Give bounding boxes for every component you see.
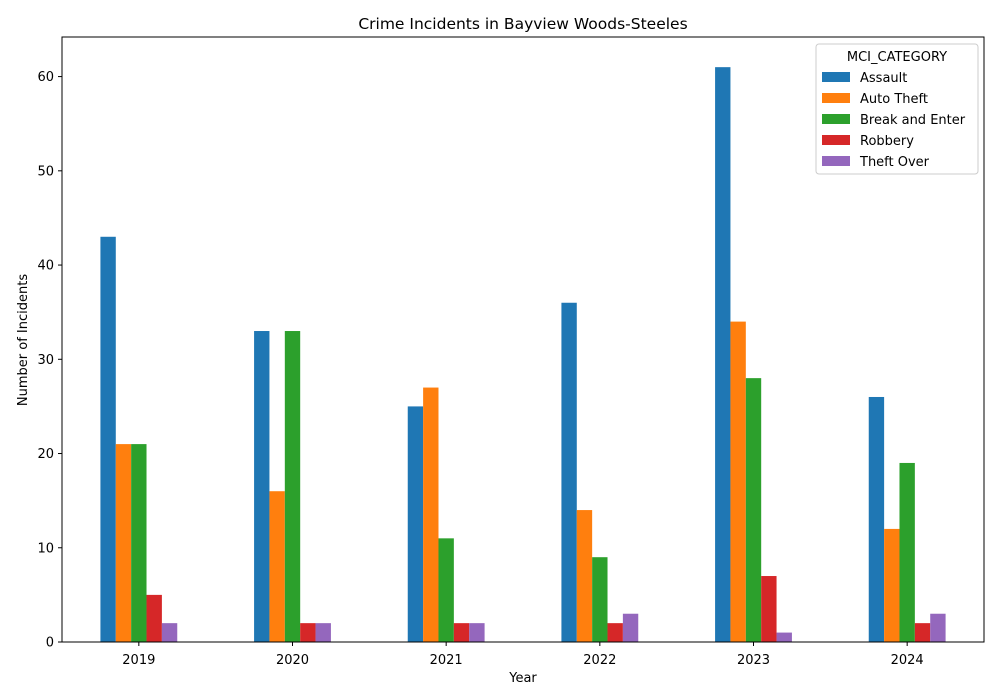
x-tick-label: 2020 (276, 653, 309, 668)
bar-theft-over-2019 (161, 623, 178, 642)
legend-box (815, 43, 979, 175)
bar-assault-2024 (868, 396, 885, 642)
legend-label: Assault (860, 71, 907, 86)
y-tick-label: 60 (37, 70, 54, 85)
legend-swatch-auto-theft (822, 93, 850, 103)
y-axis-label: Number of Incidents (16, 274, 31, 406)
bar-assault-2022 (561, 302, 577, 642)
bar-theft-over-2021 (469, 623, 485, 642)
y-tick-label: 30 (37, 353, 54, 368)
x-tick-label: 2019 (122, 653, 155, 668)
bar-robbery-2022 (607, 623, 623, 642)
x-tick-label: 2022 (583, 653, 616, 668)
legend-label: Break and Enter (860, 113, 966, 128)
bar-break-and-enter-2024 (899, 462, 915, 642)
bar-theft-over-2023 (776, 632, 792, 642)
y-tick-label: 50 (37, 164, 54, 179)
legend-swatch-theft-over (822, 156, 850, 166)
bar-assault-2021 (407, 406, 424, 642)
bar-auto-theft-2024 (884, 528, 900, 642)
bar-robbery-2020 (300, 623, 316, 642)
bar-robbery-2024 (914, 623, 931, 642)
y-ticks: 0 10 20 30 40 50 60 (37, 70, 62, 651)
x-tick-label: 2021 (430, 653, 463, 668)
legend-swatch-assault (822, 72, 850, 82)
bar-break-and-enter-2023 (745, 378, 762, 642)
bar-auto-theft-2021 (423, 387, 439, 642)
x-tick-label: 2024 (891, 653, 924, 668)
legend-label: Theft Over (859, 155, 930, 170)
y-tick-label: 20 (37, 447, 54, 462)
bar-assault-2019 (100, 236, 116, 642)
bar-theft-over-2020 (315, 623, 331, 642)
bar-theft-over-2024 (930, 613, 946, 642)
bar-assault-2023 (715, 67, 731, 642)
legend-swatch-break-and-enter (822, 114, 850, 124)
x-ticks: 2019 2020 2021 2022 2023 2024 (122, 642, 924, 668)
bar-robbery-2021 (453, 623, 470, 642)
bars-layer (100, 67, 946, 642)
plot-frame (61, 36, 985, 643)
legend-label: Auto Theft (860, 92, 928, 107)
legend: MCI_CATEGORY Assault Auto Theft Break and … (815, 43, 979, 175)
bar-break-and-enter-2021 (438, 538, 454, 642)
y-tick-label: 10 (37, 541, 54, 556)
chart-title: Crime Incidents in Bayview Woods-Steeles (358, 15, 687, 33)
bar-robbery-2019 (146, 594, 162, 642)
y-tick-label: 40 (37, 259, 54, 274)
bar-robbery-2023 (761, 576, 777, 642)
bar-break-and-enter-2020 (284, 331, 301, 642)
bar-auto-theft-2023 (730, 321, 746, 642)
bar-theft-over-2022 (622, 613, 639, 642)
bar-auto-theft-2019 (115, 444, 132, 642)
bar-auto-theft-2022 (576, 510, 593, 642)
bar-auto-theft-2020 (269, 491, 285, 642)
legend-title: MCI_CATEGORY (847, 50, 947, 65)
bar-assault-2020 (254, 331, 270, 642)
bar-break-and-enter-2022 (592, 557, 608, 642)
x-axis-label: Year (508, 671, 537, 686)
bar-break-and-enter-2019 (131, 444, 147, 642)
y-tick-label: 0 (46, 636, 54, 651)
legend-label: Robbery (860, 134, 914, 149)
legend-swatch-robbery (822, 135, 850, 145)
x-tick-label: 2023 (737, 653, 770, 668)
